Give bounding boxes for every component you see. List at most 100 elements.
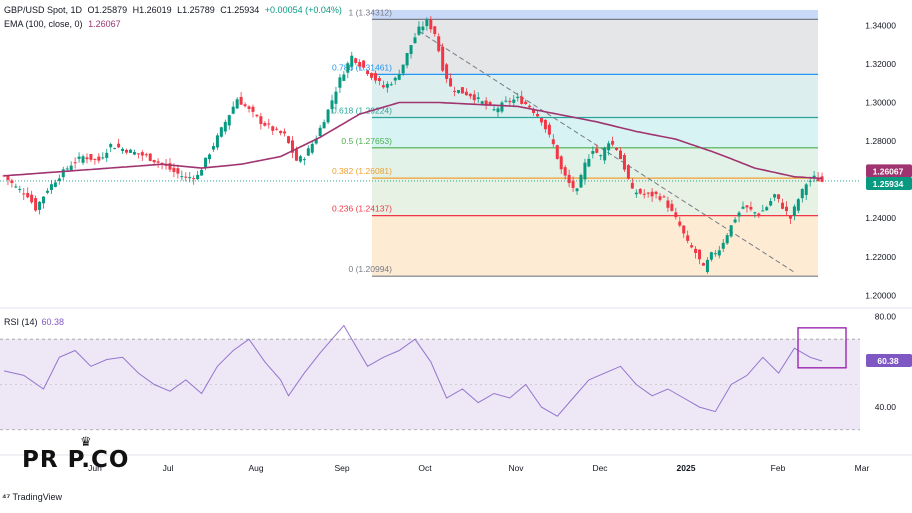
candle-body <box>603 147 607 161</box>
candle-body <box>626 165 630 179</box>
time-tick-label: Jun <box>88 463 102 473</box>
candle-body <box>808 180 812 182</box>
candle-body <box>215 135 219 148</box>
price-tick-label: 1.22000 <box>865 252 896 262</box>
candle-body <box>595 148 599 153</box>
candle-body <box>101 157 105 159</box>
candle-body <box>22 193 26 195</box>
candle-body <box>172 167 176 172</box>
candle-body <box>690 245 694 248</box>
candle-body <box>725 235 729 244</box>
candle-body <box>662 196 666 198</box>
rsi-series <box>3 324 823 417</box>
candle-body <box>354 58 358 63</box>
candle-body <box>125 149 129 153</box>
candle-body <box>239 96 243 105</box>
candle-body <box>227 115 231 126</box>
candle-body <box>516 96 520 99</box>
candle-body <box>176 168 180 174</box>
ohlc-close: C1.25934 <box>220 5 260 15</box>
candle-body <box>721 242 725 249</box>
ohlc-high: H1.26019 <box>132 5 172 15</box>
candle-body <box>476 97 480 99</box>
candle-body <box>294 149 298 161</box>
candle-body <box>682 225 686 234</box>
candle-body <box>591 151 595 154</box>
candle-body <box>654 191 658 195</box>
candle-body <box>792 206 796 216</box>
candle-body <box>765 207 769 211</box>
candle-body <box>678 221 682 226</box>
rsi-value: 60.38 <box>41 317 65 327</box>
ema-header[interactable]: EMA (100, close, 0) 1.26067 <box>4 19 124 29</box>
time-tick-label: 2025 <box>677 463 696 473</box>
time-axis[interactable]: Jun Jul Aug Sep Oct Nov Dec 2025 Feb Mar <box>0 454 912 473</box>
rsi-highlight-box <box>797 327 847 369</box>
time-tick-label: Feb <box>771 463 786 473</box>
candle-body <box>389 84 393 86</box>
candle-body <box>508 100 512 103</box>
candle-body <box>267 123 271 125</box>
fib-label: 0.5 (1.27653) <box>341 136 392 146</box>
candle-body <box>472 94 476 101</box>
fib-band <box>372 74 818 118</box>
symbol-title[interactable]: GBP/USD Spot, 1D <box>4 5 83 15</box>
candle-body <box>366 70 370 75</box>
candle-body <box>34 198 38 211</box>
candle-body <box>524 101 528 105</box>
ema-series <box>3 101 823 180</box>
candle-body <box>97 156 101 161</box>
candle-body <box>231 106 235 114</box>
candle-body <box>405 53 409 66</box>
candle-body <box>358 62 362 67</box>
time-tick-label: Mar <box>855 463 870 473</box>
price-axis[interactable]: 1.340001.320001.300001.280001.260001.240… <box>0 20 912 309</box>
fib-band <box>372 215 818 277</box>
candle-body <box>456 90 460 93</box>
tradingview-brand[interactable]: ⁴⁷ TradingView <box>2 492 62 502</box>
candle-body <box>255 114 259 117</box>
candle-body <box>761 210 765 212</box>
candle-body <box>528 105 532 108</box>
candle-body <box>113 148 117 150</box>
candle-body <box>243 104 247 107</box>
candle-body <box>417 26 421 35</box>
candle-body <box>318 127 322 137</box>
rsi-header[interactable]: RSI (14) 60.38 <box>4 317 64 327</box>
candle-body <box>812 175 816 178</box>
time-tick-label: Jul <box>163 463 174 473</box>
candle-body <box>26 192 30 198</box>
candle-body <box>204 157 208 168</box>
candle-body <box>397 73 401 80</box>
candle-body <box>698 249 702 260</box>
candle-body <box>729 225 733 237</box>
price-tick-label: 1.32000 <box>865 59 896 69</box>
candle-body <box>85 157 89 160</box>
candle-body <box>646 192 650 194</box>
candle-body <box>520 96 524 104</box>
candle-body <box>42 196 46 204</box>
candle-body <box>587 158 591 167</box>
candle-body <box>547 124 551 135</box>
candle-body <box>30 194 34 203</box>
ohlc-low: L1.25789 <box>177 5 215 15</box>
candle-body <box>283 131 287 134</box>
candle-body <box>484 100 488 106</box>
candle-body <box>571 180 575 188</box>
candle-body <box>670 203 674 211</box>
candle-body <box>686 235 690 241</box>
candle-body <box>45 190 49 193</box>
candle-body <box>69 165 73 171</box>
candle-body <box>377 78 381 82</box>
candle-body <box>306 148 310 156</box>
candle-body <box>638 188 642 194</box>
candle-body <box>235 99 239 109</box>
candle-body <box>575 188 579 192</box>
candle-body <box>263 122 267 126</box>
candle-body <box>468 93 472 97</box>
rsi-value-tag-text: 60.38 <box>877 356 899 366</box>
fibonacci-labels: 1 (1.34312) 0.786 (1.31461) 0.618 (1.29224… <box>332 7 392 274</box>
candle-body <box>93 158 97 160</box>
candle-body <box>622 155 626 170</box>
candle-body <box>567 174 571 184</box>
